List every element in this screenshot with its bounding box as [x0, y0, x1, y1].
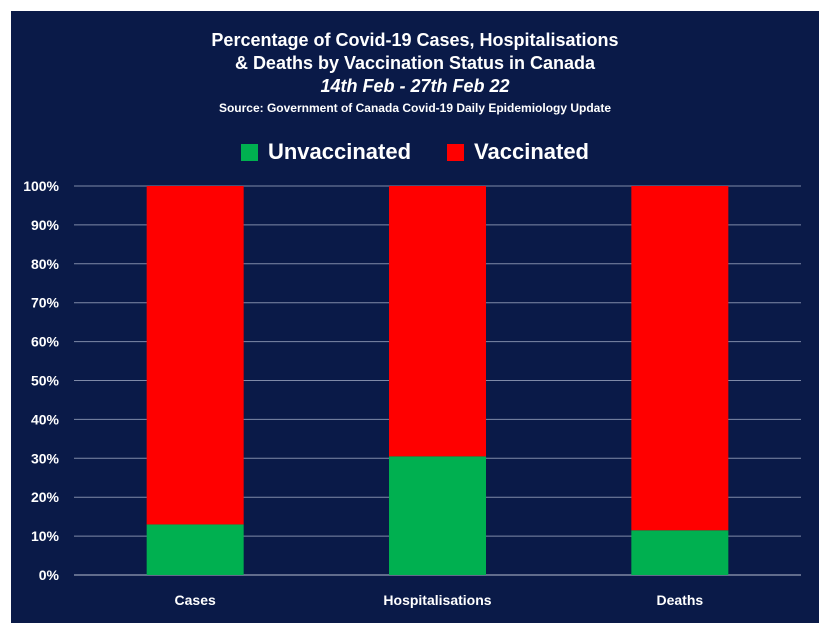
chart-legend: Unvaccinated Vaccinated: [11, 139, 819, 165]
chart-source: Source: Government of Canada Covid-19 Da…: [218, 101, 612, 115]
bar-vaccinated-deaths: [631, 186, 729, 531]
y-tick-label: 100%: [23, 178, 59, 194]
y-tick-label: 40%: [31, 411, 60, 427]
bar-vaccinated-cases: [146, 186, 244, 525]
bar-unvaccinated-cases: [146, 524, 244, 575]
chart-frame: Percentage of Covid-19 Cases, Hospitalis…: [11, 11, 819, 623]
y-tick-label: 30%: [31, 450, 60, 466]
y-tick-label: 90%: [31, 217, 60, 233]
y-tick-label: 20%: [31, 489, 60, 505]
legend-swatch-vaccinated: [447, 143, 465, 161]
bar-vaccinated-hospitalisations: [389, 186, 486, 457]
chart-plot: 0% 10% 20% 30% 40% 50% 60% 70% 80% 90% 100% Cases Ho…: [23, 178, 801, 608]
legend-label-vaccinated: Vaccinated: [474, 139, 589, 164]
y-tick-label: 80%: [31, 256, 60, 272]
y-tick-label: 10%: [31, 528, 60, 544]
bar-unvaccinated-deaths: [631, 530, 729, 575]
chart-titles: Percentage of Covid-19 Cases, Hospitalis…: [11, 29, 819, 118]
chart-title-line2: & Deaths by Vaccination Status in Canada: [234, 53, 596, 73]
y-tick-label: 60%: [31, 334, 60, 350]
x-tick-label: Deaths: [656, 592, 703, 608]
legend-item-unvaccinated: Unvaccinated: [240, 139, 412, 165]
chart-title: Percentage of Covid-19 Cases, Hospitalis…: [211, 30, 619, 50]
y-tick-label: 0%: [39, 567, 60, 583]
x-tick-label: Cases: [175, 592, 216, 608]
y-tick-label: 50%: [31, 373, 60, 389]
x-tick-label: Hospitalisations: [383, 592, 491, 608]
legend-label-unvaccinated: Unvaccinated: [267, 139, 412, 164]
bar-unvaccinated-hospitalisations: [389, 456, 486, 575]
y-tick-label: 70%: [31, 295, 60, 311]
chart-subtitle: 14th Feb - 27th Feb 22: [320, 76, 510, 96]
legend-item-vaccinated: Vaccinated: [447, 139, 589, 165]
legend-swatch-unvaccinated: [240, 143, 258, 161]
